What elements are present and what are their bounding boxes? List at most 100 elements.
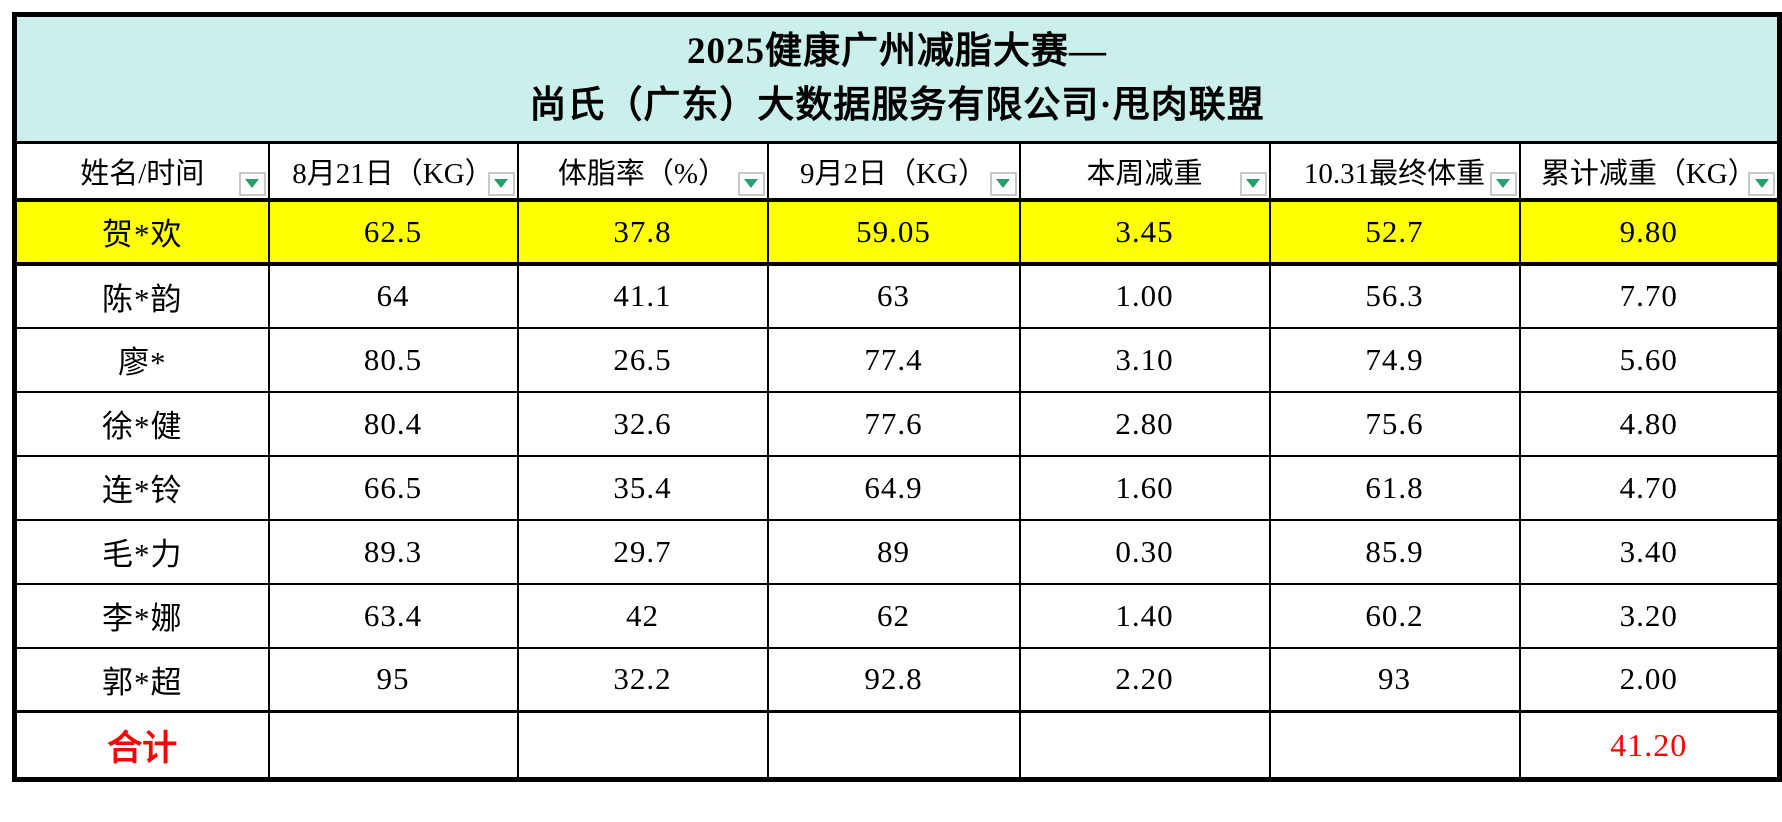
table-row: 毛*力 89.3 29.7 89 0.30 85.9 3.40 [13,518,1781,585]
cell-name[interactable]: 李*娜 [13,582,270,649]
cell-value[interactable]: 4.80 [1518,390,1781,457]
cell-value[interactable]: 56.3 [1268,262,1521,329]
cell-value[interactable]: 3.10 [1018,326,1271,393]
cell-value[interactable]: 59.05 [766,197,1021,266]
title-line-1: 2025健康广州减脂大赛— [687,31,1108,72]
cell-name[interactable]: 廖* [13,326,270,393]
cell-value[interactable] [516,710,769,781]
cell-value[interactable]: 63 [766,262,1021,329]
cell-value[interactable]: 80.5 [267,326,519,393]
cell-value[interactable]: 52.7 [1268,197,1521,266]
column-header-week-loss: 本周减重 [1018,141,1271,202]
cell-value[interactable]: 9.80 [1518,197,1781,266]
filter-dropdown-button[interactable] [1748,171,1776,196]
chevron-down-icon [494,179,508,188]
cell-value[interactable]: 29.7 [516,518,769,585]
column-header-label: 本周减重 [1086,157,1203,190]
cell-value[interactable]: 89.3 [267,518,519,585]
header-row: 姓名/时间 8月21日（KG） 体脂率（%） 9月2日（KG） 本周减重 10.… [13,141,1781,202]
cell-value[interactable]: 64.9 [766,454,1021,521]
cell-name[interactable]: 郭*超 [13,646,270,713]
cell-value[interactable]: 5.60 [1518,326,1781,393]
cell-name[interactable]: 陈*韵 [13,262,270,329]
cell-value[interactable]: 92.8 [766,646,1021,713]
cell-value[interactable]: 26.5 [516,326,769,393]
cell-value[interactable]: 32.6 [516,390,769,457]
column-header-label: 8月21日（KG） [292,157,494,190]
filter-dropdown-button[interactable] [1489,171,1517,196]
cell-value[interactable]: 63.4 [267,582,519,649]
cell-name[interactable]: 徐*健 [13,390,270,457]
cell-value[interactable]: 66.5 [267,454,519,521]
cell-value[interactable]: 93 [1268,646,1521,713]
cell-value[interactable]: 85.9 [1268,518,1521,585]
column-header-label: 10.31最终体重 [1303,157,1486,190]
chevron-down-icon [744,179,758,188]
table-row: 陈*韵 64 41.1 63 1.00 56.3 7.70 [13,262,1781,329]
table-row: 徐*健 80.4 32.6 77.6 2.80 75.6 4.80 [13,390,1781,457]
cell-value[interactable]: 1.40 [1018,582,1271,649]
cell-value[interactable] [1268,710,1521,781]
cell-value[interactable]: 41.1 [516,262,769,329]
cell-value[interactable] [1018,710,1271,781]
cell-value[interactable]: 4.70 [1518,454,1781,521]
cell-value[interactable]: 60.2 [1268,582,1521,649]
cell-value[interactable]: 0.30 [1018,518,1271,585]
total-label[interactable]: 合计 [13,710,270,781]
cell-value[interactable]: 89 [766,518,1021,585]
column-header-final-weight: 10.31最终体重 [1268,141,1521,202]
filter-dropdown-button[interactable] [737,171,765,196]
column-header-label: 累计减重（KG） [1540,157,1757,190]
chevron-down-icon [996,179,1010,188]
title-line-2: 尚氏（广东）大数据服务有限公司·甩肉联盟 [529,85,1265,126]
cell-value[interactable]: 3.40 [1518,518,1781,585]
cell-value[interactable]: 2.20 [1018,646,1271,713]
cell-value[interactable]: 3.20 [1518,582,1781,649]
chevron-down-icon [1246,179,1260,188]
table-row: 廖* 80.5 26.5 77.4 3.10 74.9 5.60 [13,326,1781,393]
total-value[interactable]: 41.20 [1518,710,1781,781]
filter-dropdown-button[interactable] [1239,171,1267,196]
column-header-aug21: 8月21日（KG） [267,141,519,202]
cell-value[interactable]: 62.5 [267,197,519,266]
cell-value[interactable]: 95 [267,646,519,713]
cell-value[interactable]: 2.80 [1018,390,1271,457]
cell-value[interactable]: 7.70 [1518,262,1781,329]
cell-value[interactable]: 42 [516,582,769,649]
column-header-total-loss: 累计减重（KG） [1518,141,1781,202]
cell-value[interactable] [267,710,519,781]
cell-name[interactable]: 连*铃 [13,454,270,521]
cell-value[interactable]: 37.8 [516,197,769,266]
cell-value[interactable]: 64 [267,262,519,329]
cell-value[interactable] [766,710,1021,781]
table-row: 贺*欢 62.5 37.8 59.05 3.45 52.7 9.80 [13,197,1781,266]
cell-name[interactable]: 毛*力 [13,518,270,585]
cell-value[interactable]: 35.4 [516,454,769,521]
cell-value[interactable]: 74.9 [1268,326,1521,393]
cell-value[interactable]: 77.6 [766,390,1021,457]
filter-dropdown-button[interactable] [487,171,515,196]
column-header-name: 姓名/时间 [13,141,270,202]
column-header-label: 体脂率（%） [557,157,728,190]
cell-value[interactable]: 1.60 [1018,454,1271,521]
table-row: 李*娜 63.4 42 62 1.40 60.2 3.20 [13,582,1781,649]
chevron-down-icon [1754,179,1769,188]
cell-value[interactable]: 77.4 [766,326,1021,393]
filter-dropdown-button[interactable] [238,171,266,196]
filter-dropdown-button[interactable] [989,171,1017,196]
table-title: 2025健康广州减脂大赛— 尚氏（广东）大数据服务有限公司·甩肉联盟 [13,13,1781,144]
cell-value[interactable]: 80.4 [267,390,519,457]
cell-value[interactable]: 62 [766,582,1021,649]
column-header-sep2: 9月2日（KG） [766,141,1021,202]
cell-value[interactable]: 2.00 [1518,646,1781,713]
cell-value[interactable]: 75.6 [1268,390,1521,457]
chevron-down-icon [1496,179,1510,188]
cell-value[interactable]: 1.00 [1018,262,1271,329]
cell-value[interactable]: 3.45 [1018,197,1271,266]
cell-name[interactable]: 贺*欢 [13,197,270,266]
cell-value[interactable]: 32.2 [516,646,769,713]
column-header-label: 姓名/时间 [80,157,205,190]
cell-value[interactable]: 61.8 [1268,454,1521,521]
chevron-down-icon [245,179,259,188]
